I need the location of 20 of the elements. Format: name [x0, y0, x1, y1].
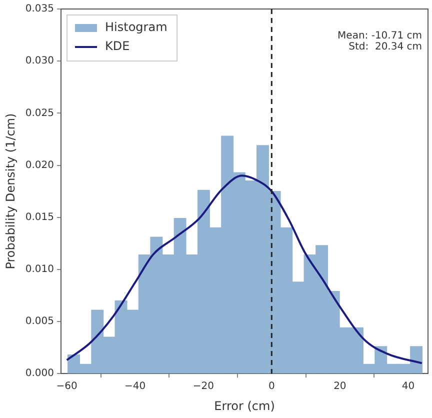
x-tick-label: −60	[56, 381, 78, 392]
y-tick-label: 0.030	[25, 56, 54, 67]
x-tick-label: 40	[402, 381, 415, 392]
y-tick-label: 0.000	[25, 368, 54, 380]
legend-label: Histogram	[105, 20, 168, 34]
legend-label: KDE	[105, 39, 130, 54]
y-tick-label: 0.025	[25, 108, 54, 119]
y-axis-title: Probability Density (1/cm)	[3, 113, 18, 270]
x-axis-title: Error (cm)	[214, 398, 275, 413]
y-tick-label: 0.015	[25, 212, 54, 223]
y-tick-label: 0.020	[25, 160, 54, 171]
x-tick-label: −20	[192, 381, 214, 392]
y-tick-label: 0.010	[25, 264, 54, 276]
x-tick-label: 0	[268, 381, 275, 392]
x-tick-label: 20	[334, 381, 346, 392]
y-tick-label: 0.035	[25, 4, 54, 15]
annotation: Mean: -10.71 cm	[338, 30, 422, 42]
y-tick-label: 0.005	[25, 316, 54, 328]
x-tick-label: −40	[124, 381, 146, 392]
annotation: Std: 20.34 cm	[348, 42, 422, 53]
